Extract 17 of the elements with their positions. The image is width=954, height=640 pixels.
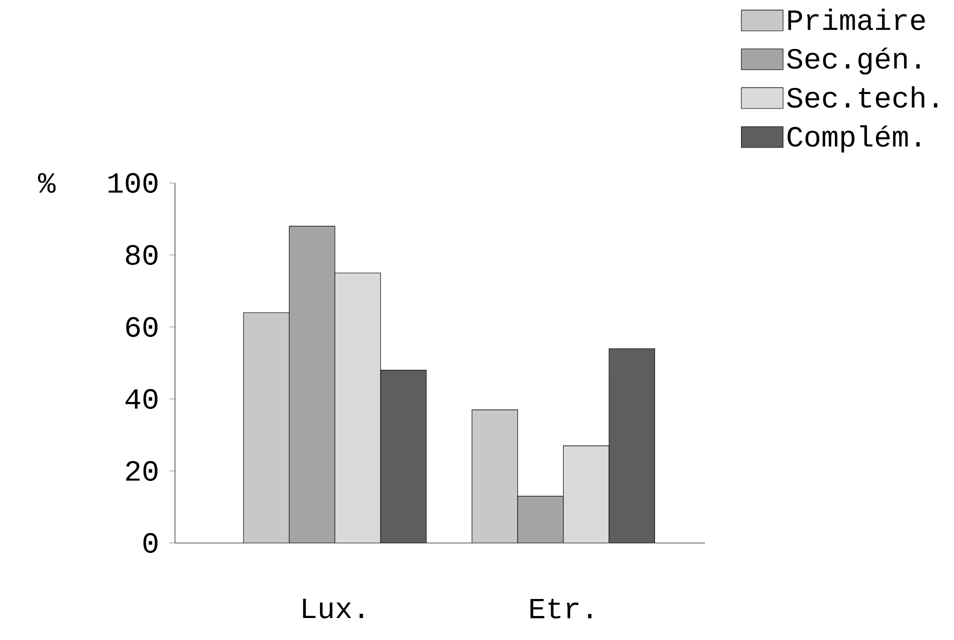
y-tick-label: 60 (126, 317, 158, 337)
x-tick-label: Lux. (303, 598, 363, 618)
legend-label: Sec.gén. (787, 48, 920, 75)
bar (472, 410, 518, 543)
bar (289, 226, 335, 543)
y-tick-label: 0 (143, 533, 158, 553)
y-axis-title: % (38, 173, 56, 193)
legend-label: Sec.tech. (787, 86, 938, 108)
bar (517, 496, 564, 543)
bar (244, 312, 290, 543)
x-tick-label: Etr. (530, 598, 592, 618)
legend-label: Complém. (788, 125, 920, 153)
y-tick-label: 80 (126, 245, 158, 265)
y-tick-label: 20 (126, 461, 158, 481)
y-tick-label: 40 (126, 389, 158, 409)
legend-label: Primaire (788, 8, 925, 30)
y-tick-label: 100 (108, 173, 158, 193)
